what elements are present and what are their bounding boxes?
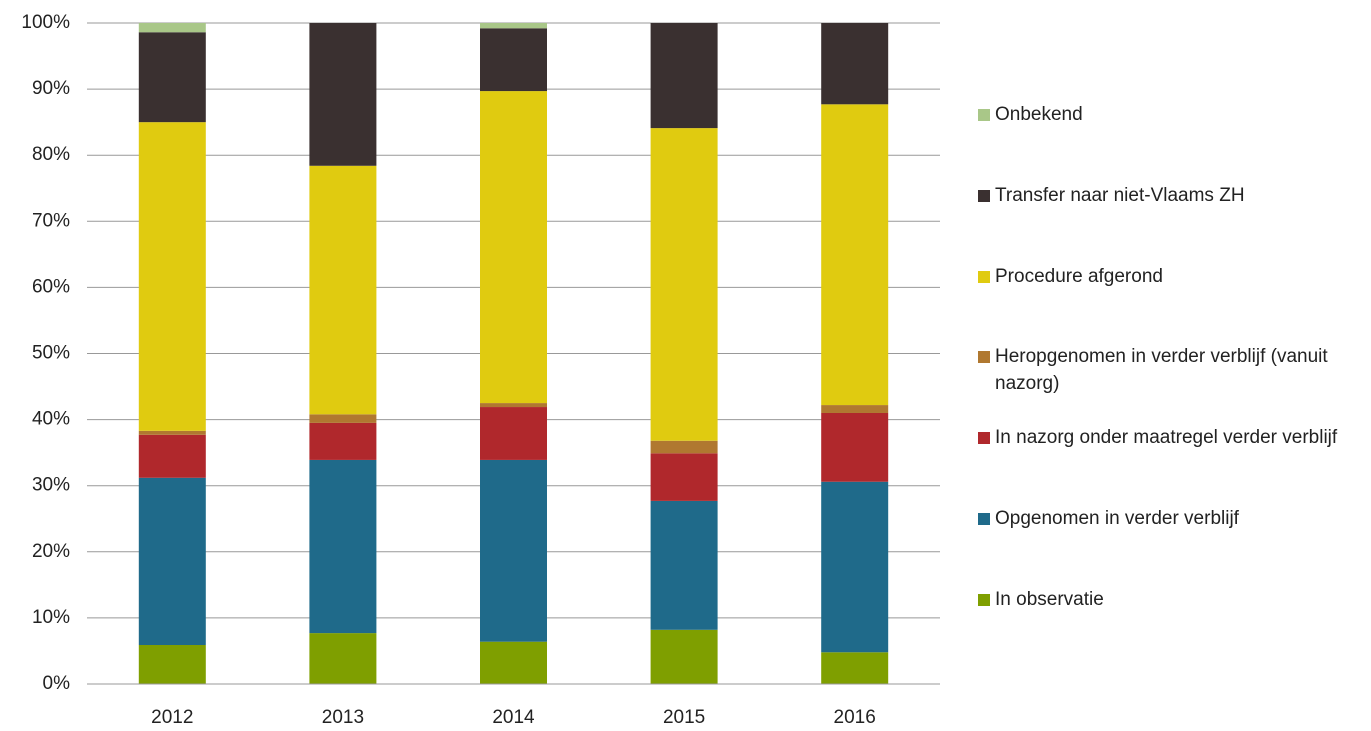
legend-swatch bbox=[978, 593, 990, 606]
x-tick-label: 2016 bbox=[834, 707, 876, 728]
bar-segment bbox=[480, 407, 547, 460]
legend-item: Onbekend bbox=[978, 101, 1368, 128]
bar-segment bbox=[821, 481, 889, 653]
y-tick-label: 70% bbox=[32, 210, 70, 231]
legend-item: In observatie bbox=[978, 586, 1368, 613]
bar-segment bbox=[650, 629, 718, 684]
y-tick-label: 10% bbox=[32, 607, 70, 628]
legend-label: In nazorg onder maatregel verder verblij… bbox=[995, 427, 1338, 449]
y-tick-label: 100% bbox=[21, 12, 70, 33]
bar-segment bbox=[650, 23, 718, 129]
legend-label: Onbekend bbox=[995, 104, 1083, 125]
bar-segment bbox=[480, 28, 547, 92]
legend-item: In nazorg onder maatregel verder verblij… bbox=[978, 424, 1368, 451]
bar-segment bbox=[138, 430, 206, 435]
bar-segment bbox=[821, 412, 889, 482]
bar-segment bbox=[138, 23, 206, 33]
y-tick-label: 80% bbox=[32, 144, 70, 165]
legend-label: Opgenomen in verder verblijf bbox=[995, 508, 1239, 529]
bar-segment bbox=[138, 122, 206, 431]
bar-segment bbox=[480, 403, 547, 408]
bar-segment bbox=[138, 477, 206, 646]
legend-label: Heropgenomen in verder verblijf (vanuit … bbox=[995, 346, 1328, 395]
legend-label: Procedure afgerond bbox=[995, 265, 1163, 287]
x-tick-label: 2015 bbox=[663, 707, 705, 728]
bar-segment bbox=[138, 645, 206, 684]
legend-swatch bbox=[978, 109, 990, 121]
bar-segment bbox=[309, 414, 377, 423]
y-tick-label: 20% bbox=[32, 541, 70, 562]
bar-segment bbox=[309, 165, 377, 415]
bar-segment bbox=[821, 23, 889, 105]
legend-item: Opgenomen in verder verblijf bbox=[978, 505, 1368, 532]
legend-swatch bbox=[978, 270, 990, 283]
bar-segment bbox=[821, 104, 889, 406]
legend-item: Procedure afgerond bbox=[978, 263, 1368, 290]
bar-segment bbox=[309, 422, 377, 460]
bar-segment bbox=[480, 23, 547, 29]
legend-swatch bbox=[978, 513, 990, 525]
bar-segment bbox=[480, 641, 547, 684]
y-tick-label: 90% bbox=[32, 78, 70, 99]
y-tick-label: 30% bbox=[32, 475, 70, 496]
bar-segment bbox=[309, 459, 377, 634]
bar-segment bbox=[480, 459, 547, 642]
y-tick-label: 60% bbox=[32, 276, 70, 297]
bar-segment bbox=[480, 91, 547, 404]
legend-item: Heropgenomen in verder verblijf (vanuit … bbox=[978, 343, 1368, 397]
bar-segment bbox=[650, 453, 718, 501]
bar-segment bbox=[650, 128, 718, 441]
bar-segment bbox=[821, 652, 889, 684]
y-tick-label: 0% bbox=[43, 673, 71, 694]
bar-segment bbox=[309, 23, 377, 166]
legend-swatch bbox=[978, 351, 990, 364]
y-tick-label: 50% bbox=[32, 343, 70, 364]
bar-segment bbox=[138, 434, 206, 478]
y-tick-label: 40% bbox=[32, 409, 70, 430]
legend-item: Transfer naar niet-Vlaams ZH bbox=[978, 182, 1368, 209]
bar-segment bbox=[821, 405, 889, 413]
bar-segment bbox=[650, 440, 718, 454]
legend-label: In observatie bbox=[995, 588, 1104, 610]
x-tick-label: 2013 bbox=[322, 707, 364, 728]
x-tick-label: 2014 bbox=[492, 707, 535, 728]
legend-swatch bbox=[978, 189, 990, 202]
legend-label: Transfer naar niet-Vlaams ZH bbox=[995, 184, 1245, 206]
x-tick-label: 2012 bbox=[151, 707, 193, 728]
legend-swatch bbox=[978, 432, 990, 445]
bar-segment bbox=[650, 500, 718, 630]
bar-segment bbox=[309, 633, 377, 684]
bar-segment bbox=[138, 32, 206, 123]
